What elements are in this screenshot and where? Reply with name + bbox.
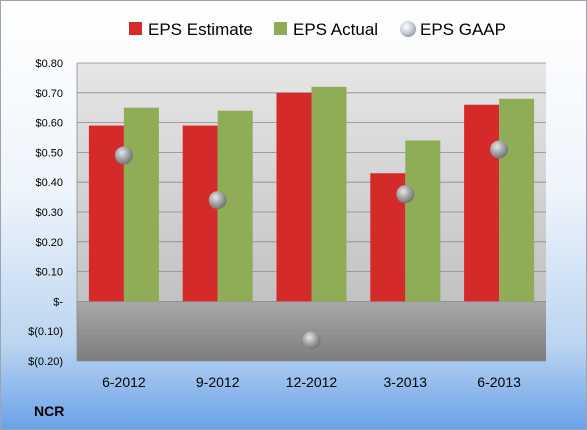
y-tick-label: $0.20: [35, 237, 63, 249]
x-tick-label: 6-2013: [477, 374, 521, 390]
marker-eps-gaap: [490, 140, 509, 159]
bar-eps-actual: [123, 107, 159, 302]
marker-eps-gaap: [302, 331, 321, 350]
legend-swatch: [400, 21, 416, 37]
y-tick-label: $(0.20): [28, 356, 63, 368]
legend-swatch: [274, 22, 287, 35]
y-tick-label: $0.10: [35, 267, 63, 279]
legend-label: EPS Estimate: [148, 20, 253, 39]
x-tick-label: 12-2012: [286, 374, 338, 390]
legend-swatch: [129, 22, 142, 35]
x-tick-label: 9-2012: [196, 374, 240, 390]
marker-eps-gaap: [114, 146, 133, 165]
legend-label: EPS GAAP: [420, 20, 506, 39]
bar-eps-actual: [311, 86, 347, 302]
y-tick-label: $0.60: [35, 118, 63, 130]
y-tick-label: $0.40: [35, 177, 63, 189]
y-tick-label: $(0.10): [28, 326, 63, 338]
bar-eps-estimate: [464, 104, 500, 302]
x-tick-label: 3-2013: [384, 374, 428, 390]
bar-eps-actual: [499, 98, 535, 302]
y-tick-label: $0.30: [35, 207, 63, 219]
y-tick-label: $-: [53, 296, 63, 308]
bar-eps-estimate: [182, 125, 218, 302]
y-tick-label: $0.80: [35, 58, 63, 70]
legend-label: EPS Actual: [293, 20, 378, 39]
marker-eps-gaap: [208, 191, 227, 210]
company-label: NCR: [34, 403, 65, 419]
bar-eps-estimate: [276, 92, 312, 302]
y-tick-label: $0.70: [35, 88, 63, 100]
bar-eps-actual: [405, 140, 441, 302]
marker-eps-gaap: [396, 185, 415, 204]
y-tick-label: $0.50: [35, 147, 63, 159]
x-tick-label: 6-2012: [102, 374, 146, 390]
